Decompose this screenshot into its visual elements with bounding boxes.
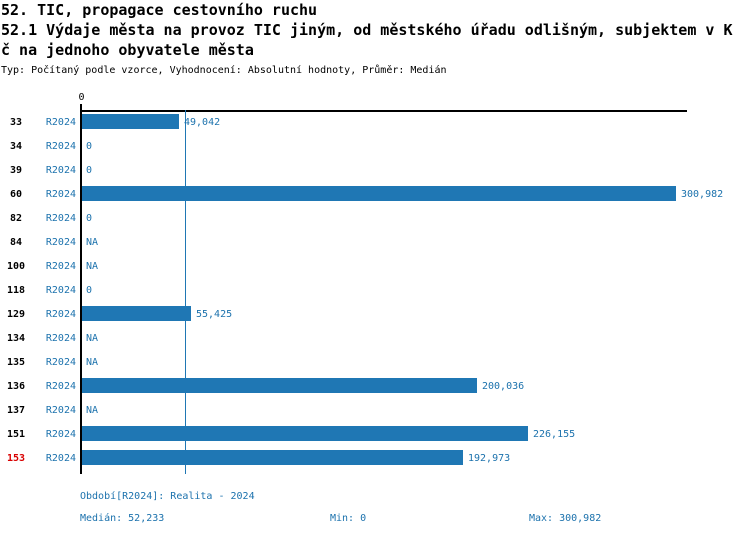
chart-row: 82 R2024 0 <box>0 207 750 231</box>
row-value-label: NA <box>86 357 99 368</box>
chart-row: 136 R2024 200,036 <box>0 375 750 399</box>
axis-zero-tick-label: 0 <box>78 92 85 103</box>
row-series-label: R2024 <box>45 405 76 416</box>
bar <box>82 114 179 129</box>
row-category-label: 118 <box>6 285 26 296</box>
chart-row: 100 R2024 NA <box>0 255 750 279</box>
chart-row: 84 R2024 NA <box>0 231 750 255</box>
row-category-label: 60 <box>9 189 23 200</box>
page-title: 52. TIC, propagace cestovního ruchu <box>1 1 318 19</box>
row-series-label: R2024 <box>45 429 76 440</box>
row-category-label: 34 <box>9 141 23 152</box>
bar <box>82 378 477 393</box>
row-series-label: R2024 <box>45 357 76 368</box>
row-category-label: 100 <box>6 261 26 272</box>
row-category-label: 135 <box>6 357 26 368</box>
chart-row: 137 R2024 NA <box>0 399 750 423</box>
row-value-label: 192,973 <box>468 453 511 464</box>
row-category-label: 151 <box>6 429 26 440</box>
row-category-label: 137 <box>6 405 26 416</box>
chart-row: 34 R2024 0 <box>0 135 750 159</box>
row-series-label: R2024 <box>45 117 76 128</box>
chart-row: 129 R2024 55,425 <box>0 303 750 327</box>
chart-subtitle: Typ: Počítaný podle vzorce, Vyhodnocení:… <box>1 65 447 76</box>
bar <box>82 450 463 465</box>
row-value-label: 49,042 <box>184 117 221 128</box>
row-value-label: NA <box>86 237 99 248</box>
row-value-label: NA <box>86 333 99 344</box>
row-value-label: 0 <box>86 213 93 224</box>
row-value-label: 300,982 <box>681 189 724 200</box>
row-series-label: R2024 <box>45 213 76 224</box>
row-series-label: R2024 <box>45 285 76 296</box>
chart-row: 153 R2024 192,973 <box>0 447 750 471</box>
row-category-label: 129 <box>6 309 26 320</box>
row-category-label: 82 <box>9 213 23 224</box>
indicator-title-line-1: 52.1 Výdaje města na provoz TIC jiným, o… <box>1 21 733 39</box>
row-category-label: 136 <box>6 381 26 392</box>
row-series-label: R2024 <box>45 165 76 176</box>
chart-row: 39 R2024 0 <box>0 159 750 183</box>
axis-top-line <box>81 110 687 112</box>
median-line <box>185 110 186 474</box>
chart-row: 134 R2024 NA <box>0 327 750 351</box>
footer-median: Medián: 52,233 <box>80 513 165 524</box>
row-series-label: R2024 <box>45 309 76 320</box>
chart-row: 118 R2024 0 <box>0 279 750 303</box>
row-series-label: R2024 <box>45 333 76 344</box>
row-value-label: 0 <box>86 141 93 152</box>
row-series-label: R2024 <box>45 189 76 200</box>
row-category-label: 84 <box>9 237 23 248</box>
row-category-label: 153 <box>6 453 26 464</box>
row-category-label: 33 <box>9 117 23 128</box>
row-series-label: R2024 <box>45 237 76 248</box>
row-value-label: 0 <box>86 165 93 176</box>
footer-max: Max: 300,982 <box>529 513 602 524</box>
row-value-label: NA <box>86 261 99 272</box>
chart-row: 135 R2024 NA <box>0 351 750 375</box>
row-value-label: 200,036 <box>482 381 525 392</box>
row-value-label: 226,155 <box>533 429 576 440</box>
row-series-label: R2024 <box>45 453 76 464</box>
bar <box>82 426 528 441</box>
row-category-label: 134 <box>6 333 26 344</box>
chart-row: 60 R2024 300,982 <box>0 183 750 207</box>
bar <box>82 306 191 321</box>
row-value-label: 55,425 <box>196 309 233 320</box>
row-category-label: 39 <box>9 165 23 176</box>
indicator-title-line-2: č na jednoho obyvatele města <box>1 41 254 59</box>
row-value-label: 0 <box>86 285 93 296</box>
footer-min: Min: 0 <box>330 513 367 524</box>
row-series-label: R2024 <box>45 261 76 272</box>
row-series-label: R2024 <box>45 381 76 392</box>
chart-row: 33 R2024 49,042 <box>0 111 750 135</box>
footer-period: Období[R2024]: Realita - 2024 <box>80 491 255 502</box>
chart-row: 151 R2024 226,155 <box>0 423 750 447</box>
row-series-label: R2024 <box>45 141 76 152</box>
axis-zero-line <box>80 104 82 474</box>
bar <box>82 186 676 201</box>
row-value-label: NA <box>86 405 99 416</box>
